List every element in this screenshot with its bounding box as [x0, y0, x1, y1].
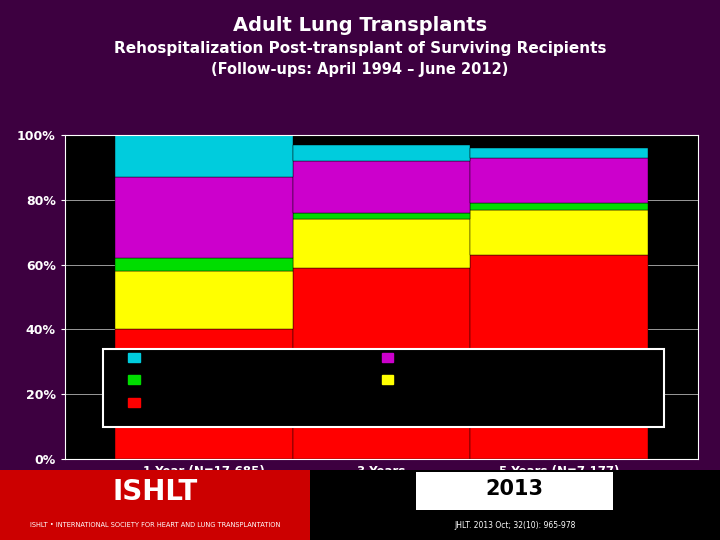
Text: 2013: 2013: [486, 480, 544, 500]
Bar: [293, 213, 470, 219]
FancyBboxPatch shape: [103, 349, 664, 427]
Bar: [115, 177, 293, 258]
Bar: [470, 210, 648, 255]
Bar: [470, 255, 648, 459]
Bar: [293, 161, 470, 213]
Bar: [293, 268, 470, 459]
Bar: [293, 219, 470, 268]
Text: ISHLT • INTERNATIONAL SOCIETY FOR HEART AND LUNG TRANSPLANTATION: ISHLT • INTERNATIONAL SOCIETY FOR HEART …: [30, 522, 280, 528]
Bar: [293, 145, 470, 161]
Bar: [115, 258, 293, 271]
Bar: [128, 398, 140, 407]
Bar: [128, 375, 140, 384]
Bar: [382, 353, 393, 362]
Bar: [128, 353, 140, 362]
Text: Adult Lung Transplants: Adult Lung Transplants: [233, 16, 487, 35]
Bar: [470, 158, 648, 203]
FancyBboxPatch shape: [416, 472, 613, 510]
Text: ISHLT: ISHLT: [112, 478, 197, 507]
Bar: [382, 375, 393, 384]
Bar: [115, 329, 293, 459]
Bar: [470, 203, 648, 210]
Bar: [470, 148, 648, 158]
Bar: [115, 271, 293, 329]
Bar: [115, 135, 293, 177]
Text: (Follow-ups: April 1994 – June 2012): (Follow-ups: April 1994 – June 2012): [211, 62, 509, 77]
Text: Rehospitalization Post-transplant of Surviving Recipients: Rehospitalization Post-transplant of Sur…: [114, 40, 606, 56]
Text: JHLT. 2013 Oct; 32(10): 965-978: JHLT. 2013 Oct; 32(10): 965-978: [454, 522, 575, 530]
